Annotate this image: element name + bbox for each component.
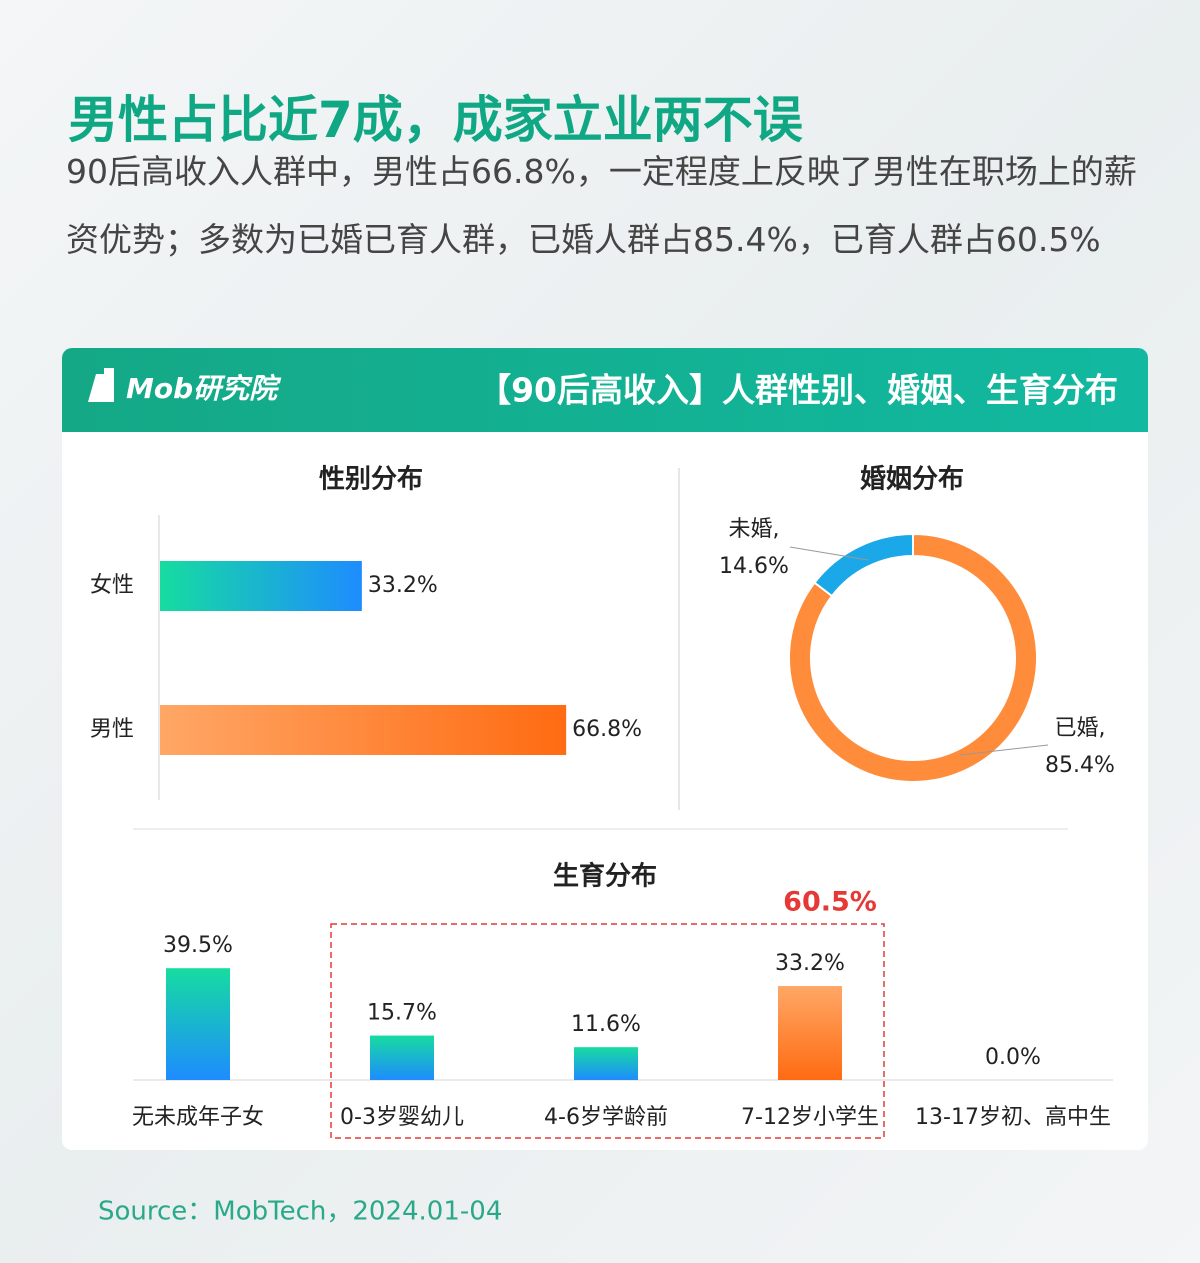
category-label: 7-12岁小学生 xyxy=(741,1105,879,1130)
bar xyxy=(166,968,230,1080)
category-label: 男性 xyxy=(90,717,134,742)
leader-line xyxy=(789,546,869,561)
highlight-box xyxy=(330,923,885,1139)
category-label: 0-3岁婴幼儿 xyxy=(340,1105,464,1130)
bar xyxy=(370,1035,434,1080)
title: 男性占比近7成，成家立业两不误 xyxy=(68,91,803,149)
logo-icon xyxy=(88,368,114,402)
category-label: 已婚, xyxy=(1055,716,1106,741)
value-label: 11.6% xyxy=(571,1012,641,1037)
chart-title: 性别分布 xyxy=(319,465,423,495)
donut-slice xyxy=(813,532,914,598)
chart-title: 生育分布 xyxy=(553,861,657,892)
source: Source：MobTech，2024.01-04 xyxy=(98,1197,502,1227)
category-label: 女性 xyxy=(90,573,134,598)
value-label: 33.2% xyxy=(368,573,438,598)
panel-header xyxy=(62,348,1148,432)
value-label: 0.0% xyxy=(985,1045,1041,1070)
value-label: 66.8% xyxy=(572,717,642,742)
value-label: 14.6% xyxy=(719,554,789,579)
value-label: 39.5% xyxy=(163,933,233,958)
annotation: 60.5% xyxy=(783,887,877,918)
panel-title: 【90后高收入】人群性别、婚姻、生育分布 xyxy=(478,371,1118,410)
category-label: 4-6岁学龄前 xyxy=(544,1105,668,1130)
value-label: 15.7% xyxy=(367,1001,437,1026)
category-label: 无未成年子女 xyxy=(132,1105,264,1130)
logo: Mob研究院 xyxy=(126,372,282,405)
value-label: 33.2% xyxy=(775,951,845,976)
category-label: 13-17岁初、高中生 xyxy=(915,1105,1111,1130)
chart-title: 婚姻分布 xyxy=(860,465,964,495)
leader-line xyxy=(959,744,1049,756)
value-label: 85.4% xyxy=(1045,753,1115,778)
category-label: 未婚, xyxy=(729,517,780,542)
bar xyxy=(160,705,567,755)
bar xyxy=(160,561,362,611)
bar xyxy=(574,1047,638,1080)
description: 90后高收入人群中，男性占66.8%，一定程度上反映了男性在职场上的薪资优势；多… xyxy=(66,152,1137,259)
bar xyxy=(778,986,842,1080)
donut-slice xyxy=(788,532,1038,783)
